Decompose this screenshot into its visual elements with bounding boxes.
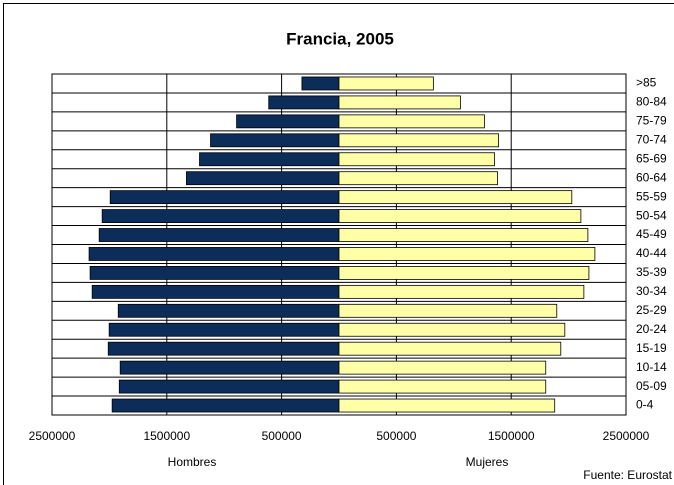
y-tick-label: 75-79 <box>636 114 667 128</box>
x-tick-label: 500000 <box>262 429 302 443</box>
bar <box>338 341 562 356</box>
bar <box>117 303 340 318</box>
x-tick-label: 1500000 <box>143 429 190 443</box>
y-tick-label: 05-09 <box>636 379 667 393</box>
bar <box>338 95 461 110</box>
y-tick-label: 15-19 <box>636 341 667 355</box>
bar <box>236 114 340 129</box>
bar <box>88 247 340 261</box>
bar <box>111 398 340 413</box>
bar <box>338 190 573 205</box>
y-tick-label: 50-54 <box>636 208 667 222</box>
x-tick-label: 500000 <box>376 429 416 443</box>
source-note: Fuente: Eurostat <box>583 468 672 482</box>
bar <box>338 360 547 375</box>
y-tick-label: 40-44 <box>636 246 667 260</box>
bar <box>118 379 340 394</box>
y-tick-label: 35-39 <box>636 265 667 279</box>
bar <box>338 247 596 261</box>
bar <box>338 133 499 148</box>
x-tick-label: 2500000 <box>29 429 76 443</box>
bar <box>108 322 340 337</box>
axis-label: Mujeres <box>466 455 509 469</box>
bar <box>338 209 582 223</box>
bar <box>338 379 547 394</box>
y-tick-label: 10-14 <box>636 360 667 374</box>
bar <box>210 133 340 148</box>
y-tick-label: 55-59 <box>636 189 667 203</box>
axis-label: Hombres <box>168 455 217 469</box>
y-tick-label: 80-84 <box>636 95 667 109</box>
bar <box>119 360 340 375</box>
bar <box>338 114 485 129</box>
y-tick-label: 45-49 <box>636 227 667 241</box>
bar <box>301 76 340 91</box>
bar <box>107 341 340 356</box>
bar <box>338 228 589 242</box>
bar <box>268 95 340 110</box>
bar <box>91 284 340 299</box>
bar <box>338 322 566 337</box>
bar <box>186 171 340 186</box>
y-tick-label: 20-24 <box>636 322 667 336</box>
bar <box>89 266 340 280</box>
bar <box>338 76 434 91</box>
bar <box>98 228 340 242</box>
bar <box>338 284 585 299</box>
y-tick-label: 0-4 <box>636 398 654 412</box>
bar <box>109 190 340 205</box>
bar <box>199 152 340 167</box>
bar <box>338 266 590 280</box>
bar <box>338 398 556 413</box>
y-tick-label: >85 <box>636 76 657 90</box>
bar <box>338 303 558 318</box>
y-tick-label: 30-34 <box>636 284 667 298</box>
y-tick-label: 25-29 <box>636 303 667 317</box>
bar <box>101 209 340 223</box>
chart-title: Francia, 2005 <box>286 29 394 48</box>
y-tick-label: 70-74 <box>636 132 667 146</box>
x-tick-label: 2500000 <box>603 429 650 443</box>
bar <box>338 152 495 167</box>
y-tick-label: 65-69 <box>636 151 667 165</box>
bar <box>338 171 498 186</box>
y-tick-label: 60-64 <box>636 170 667 184</box>
x-tick-label: 1500000 <box>488 429 535 443</box>
